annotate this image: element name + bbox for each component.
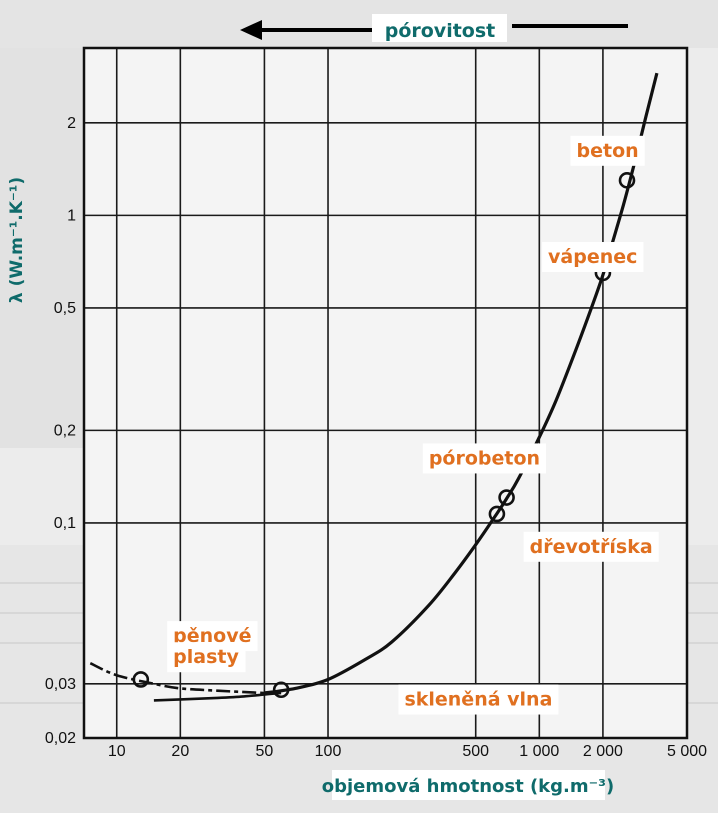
porosity-arrowhead (240, 20, 262, 40)
annotation-label: dřevotříska (523, 531, 659, 562)
annotation-label: plasty (167, 642, 246, 673)
y-tick-label: 0,03 (45, 676, 76, 693)
x-tick-label: 20 (171, 743, 189, 760)
y-axis-label: λ (W.m⁻¹.K⁻¹) (7, 177, 27, 303)
y-tick-label: 0,5 (54, 300, 76, 317)
data-point-marker (488, 505, 506, 523)
annotation-label: skleněná vlna (398, 684, 559, 715)
annotation-text: skleněná vlna (404, 689, 552, 711)
x-tick-label: 2 000 (583, 743, 623, 760)
x-tick-label: 1 000 (519, 743, 559, 760)
main-curve (264, 72, 659, 695)
data-point-marker (498, 489, 515, 506)
y-tick-label: 2 (67, 115, 76, 132)
data-point-marker (618, 172, 636, 189)
x-axis-label: objemová hmotnost (kg.m⁻³) (322, 776, 615, 797)
glass-wool-curve (153, 691, 282, 702)
annotation-text: dřevotříska (530, 536, 653, 558)
plot-frame (82, 46, 689, 740)
annotation-label: pórobeton (422, 443, 547, 474)
annotation-label: vápenec (542, 242, 644, 273)
data-point-marker (132, 671, 150, 688)
annotation-text: beton (577, 140, 639, 162)
y-tick-label: 0,02 (45, 730, 76, 747)
annotation-text: plasty (173, 646, 239, 668)
x-tick-label: 5 000 (667, 743, 707, 760)
y-tick-label: 0,2 (54, 422, 76, 439)
x-tick-label: 10 (108, 743, 126, 760)
foam-plastic-curve (89, 662, 265, 695)
x-tick-label: 500 (462, 743, 489, 760)
x-tick-label: 50 (256, 743, 274, 760)
annotation-label: beton (570, 135, 645, 166)
x-tick-label: 100 (315, 743, 342, 760)
annotation-text: pórobeton (429, 447, 540, 469)
y-tick-label: 0,1 (54, 515, 76, 532)
porosity-label: pórovitost (385, 20, 496, 42)
y-tick-label: 1 (67, 207, 76, 224)
annotation-text: pěnové (173, 625, 251, 647)
annotation-text: vápenec (548, 246, 637, 268)
data-point-marker (272, 681, 290, 699)
